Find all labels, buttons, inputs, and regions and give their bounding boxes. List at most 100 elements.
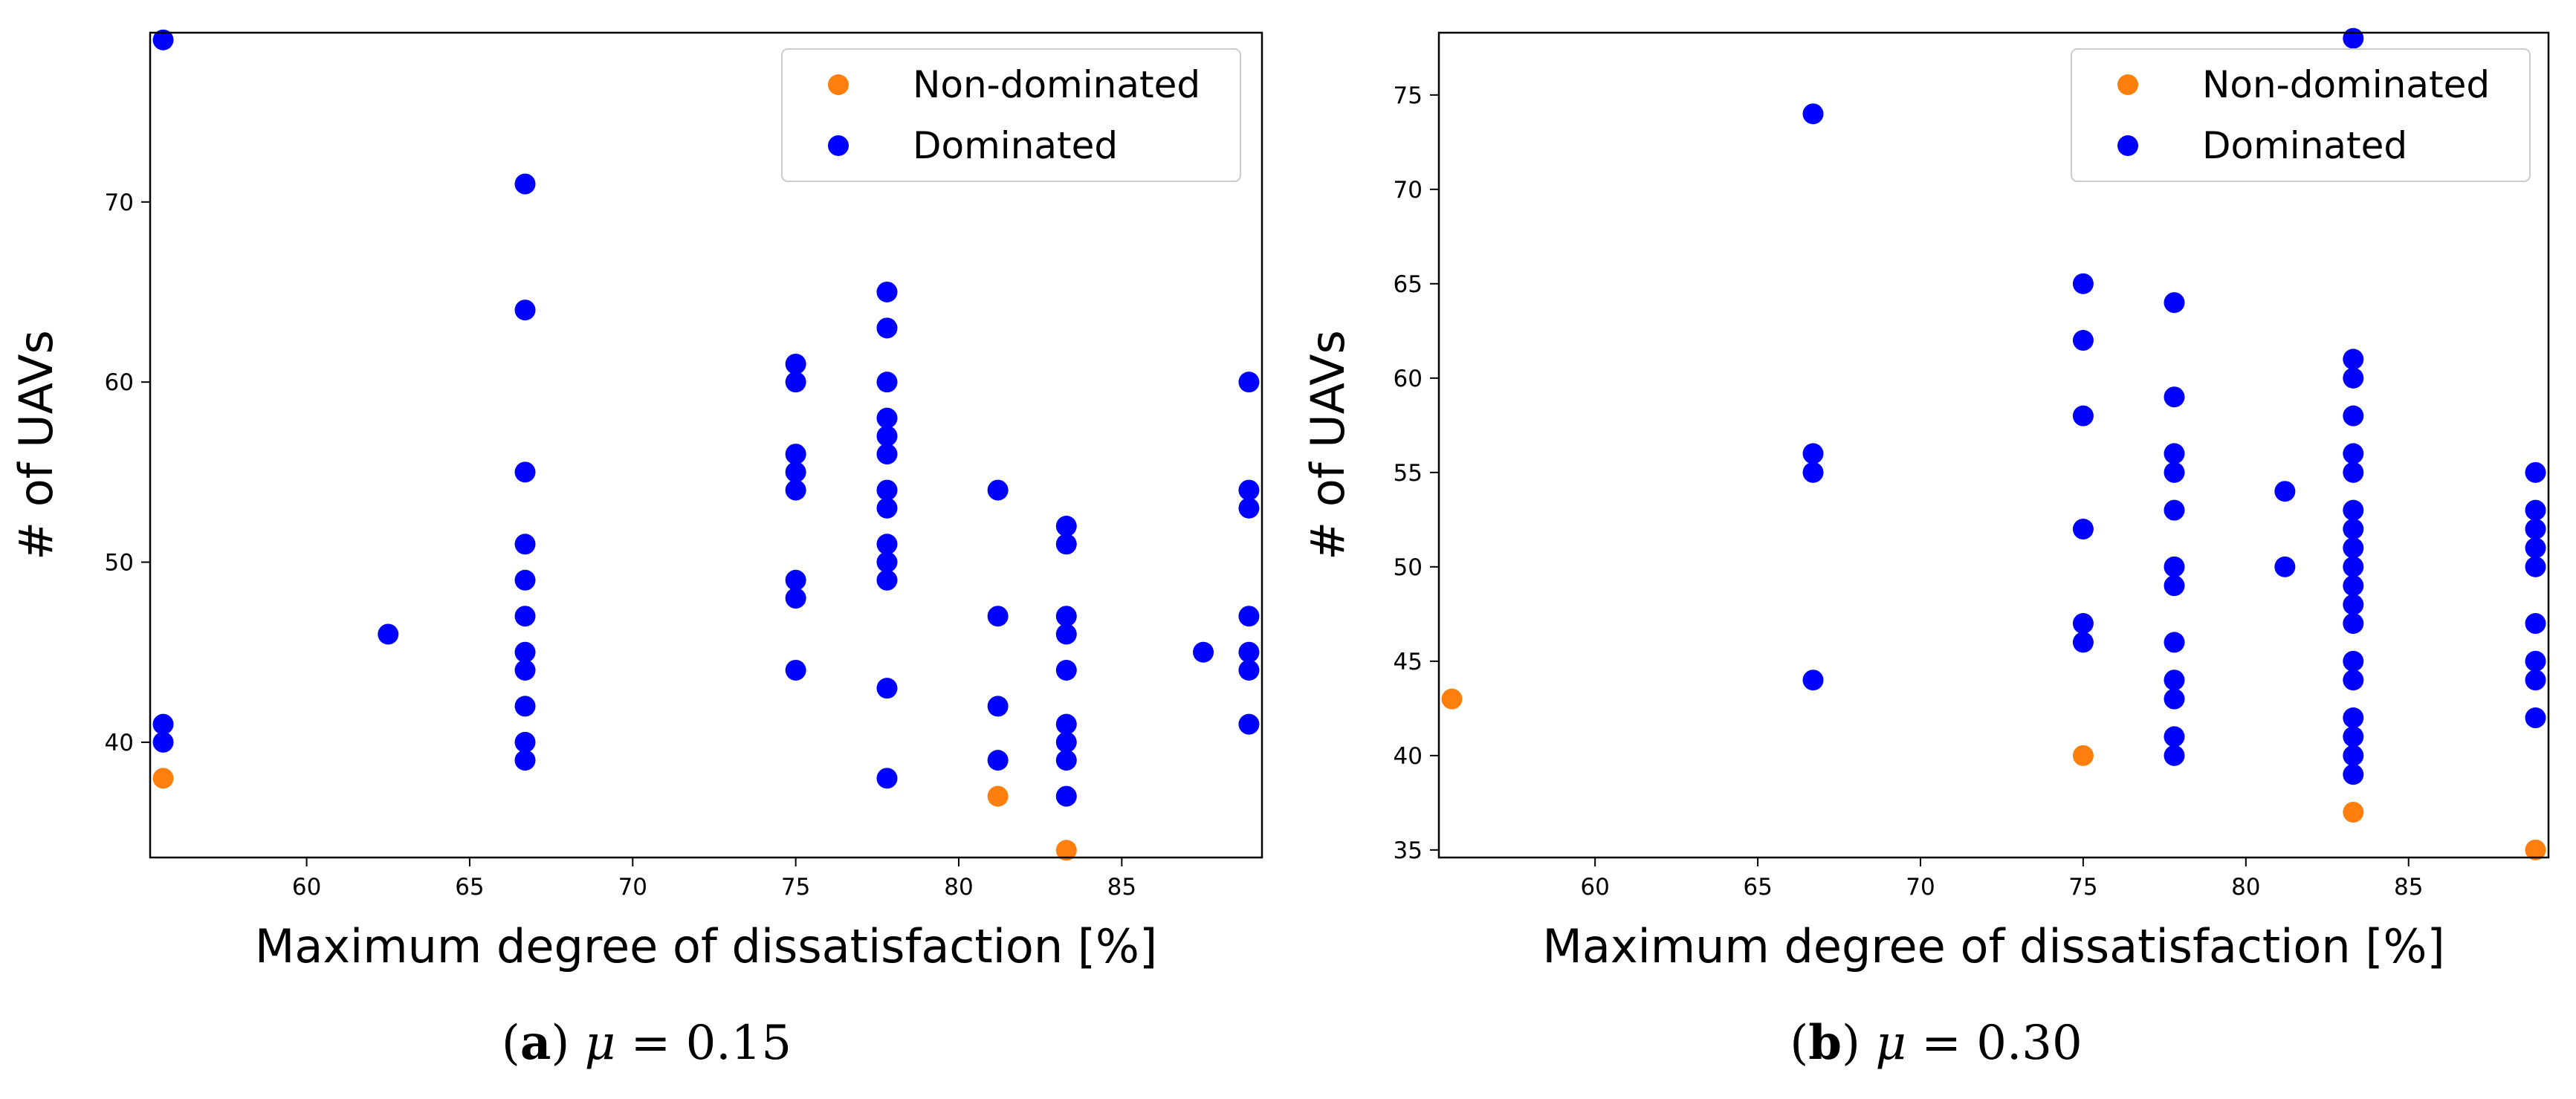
caption-b: (b) μ = 0.30 xyxy=(1790,1015,2082,1071)
point-dominated xyxy=(2343,707,2364,729)
x-tick-label: 65 xyxy=(455,874,484,901)
point-dominated xyxy=(987,750,1009,771)
caption-a-letter: a xyxy=(520,1015,551,1071)
point-dominated xyxy=(1802,670,1824,691)
point-dominated xyxy=(876,678,898,699)
point-dominated xyxy=(2525,707,2546,729)
legend-label-dominated: Dominated xyxy=(2202,124,2407,167)
point-dominated xyxy=(2072,613,2094,635)
point-dominated xyxy=(2072,273,2094,294)
point-dominated xyxy=(1055,516,1077,537)
point-dominated xyxy=(876,534,898,555)
point-dominated xyxy=(378,623,399,645)
x-tick-label: 80 xyxy=(2231,874,2260,901)
legend-marker-non-dominated xyxy=(2117,74,2138,95)
point-dominated xyxy=(2525,613,2546,635)
point-non-dominated xyxy=(1055,840,1077,861)
point-dominated xyxy=(2343,499,2364,521)
point-dominated xyxy=(2525,499,2546,521)
point-dominated xyxy=(2164,726,2185,748)
point-dominated xyxy=(2164,575,2185,597)
point-dominated xyxy=(2343,764,2364,785)
point-dominated xyxy=(1238,606,1260,627)
point-dominated xyxy=(1055,750,1077,771)
point-dominated xyxy=(2525,650,2546,672)
point-dominated xyxy=(514,569,536,591)
plot-frame xyxy=(149,31,1263,859)
point-dominated xyxy=(1055,713,1077,735)
point-dominated xyxy=(876,425,898,447)
point-dominated xyxy=(514,731,536,753)
x-tick-label: 75 xyxy=(2068,874,2097,901)
point-dominated xyxy=(2343,519,2364,540)
y-tick-label: 75 xyxy=(1394,82,1423,109)
point-non-dominated xyxy=(987,785,1009,807)
point-dominated xyxy=(1193,641,1214,663)
point-dominated xyxy=(152,731,174,753)
point-dominated xyxy=(1055,606,1077,627)
point-dominated xyxy=(876,444,898,465)
point-dominated xyxy=(785,479,806,501)
point-dominated xyxy=(1238,479,1260,501)
point-dominated xyxy=(785,659,806,681)
y-axis-title: # of UAVs xyxy=(1301,330,1355,560)
point-dominated xyxy=(2072,519,2094,540)
point-dominated xyxy=(1238,713,1260,735)
legend-label-dominated: Dominated xyxy=(913,124,1118,167)
point-non-dominated xyxy=(2525,839,2546,860)
point-non-dominated xyxy=(152,768,174,789)
point-dominated xyxy=(514,659,536,681)
point-dominated xyxy=(2343,594,2364,615)
point-dominated xyxy=(514,641,536,663)
point-dominated xyxy=(2343,670,2364,691)
point-dominated xyxy=(1238,497,1260,519)
scatter-panel-a: 60 65 70 75 80 85 40 50 60 70 Maximum degree of di… xyxy=(9,29,1263,973)
point-dominated xyxy=(785,444,806,465)
point-non-dominated xyxy=(2072,745,2094,766)
x-axis-title: Maximum degree of dissatisfaction [%] xyxy=(255,919,1157,973)
x-tick-label: 70 xyxy=(1906,874,1935,901)
caption-a-symbol: μ xyxy=(585,1016,616,1071)
x-tick-label: 75 xyxy=(781,874,810,901)
caption-b-value: = 0.30 xyxy=(1921,1016,2082,1071)
x-tick-label: 60 xyxy=(1580,874,1609,901)
point-dominated xyxy=(1055,659,1077,681)
point-dominated xyxy=(2072,632,2094,653)
point-dominated xyxy=(876,551,898,573)
point-dominated xyxy=(2343,650,2364,672)
point-dominated xyxy=(1055,534,1077,555)
point-dominated xyxy=(152,713,174,735)
y-tick-label: 40 xyxy=(105,730,134,756)
point-dominated xyxy=(2164,556,2185,577)
legend-marker-dominated xyxy=(2117,135,2138,156)
legend-label-non-dominated: Non-dominated xyxy=(913,63,1200,106)
point-dominated xyxy=(876,479,898,501)
point-dominated xyxy=(1238,659,1260,681)
y-tick-label: 45 xyxy=(1394,649,1423,675)
point-dominated xyxy=(2072,330,2094,351)
point-dominated xyxy=(514,750,536,771)
caption-a-value: = 0.15 xyxy=(631,1016,792,1071)
legend-marker-dominated xyxy=(828,135,849,156)
point-dominated xyxy=(2343,556,2364,577)
point-dominated xyxy=(987,696,1009,717)
y-tick-label: 50 xyxy=(1394,554,1423,581)
point-dominated xyxy=(876,407,898,429)
point-non-dominated xyxy=(1441,688,1463,710)
point-dominated xyxy=(785,353,806,375)
point-dominated xyxy=(2525,670,2546,691)
point-dominated xyxy=(987,479,1009,501)
point-dominated xyxy=(2274,481,2296,502)
point-dominated xyxy=(2343,443,2364,464)
legend-box xyxy=(2071,48,2531,182)
point-dominated xyxy=(2343,537,2364,559)
point-dominated xyxy=(2164,688,2185,710)
y-tick-label: 70 xyxy=(1394,177,1423,204)
x-tick-label: 65 xyxy=(1743,874,1772,901)
point-dominated xyxy=(514,173,536,195)
point-dominated xyxy=(2343,461,2364,483)
x-tick-label: 70 xyxy=(618,874,647,901)
point-dominated xyxy=(2343,613,2364,635)
caption-b-letter: b xyxy=(1808,1015,1842,1071)
point-dominated xyxy=(785,588,806,609)
